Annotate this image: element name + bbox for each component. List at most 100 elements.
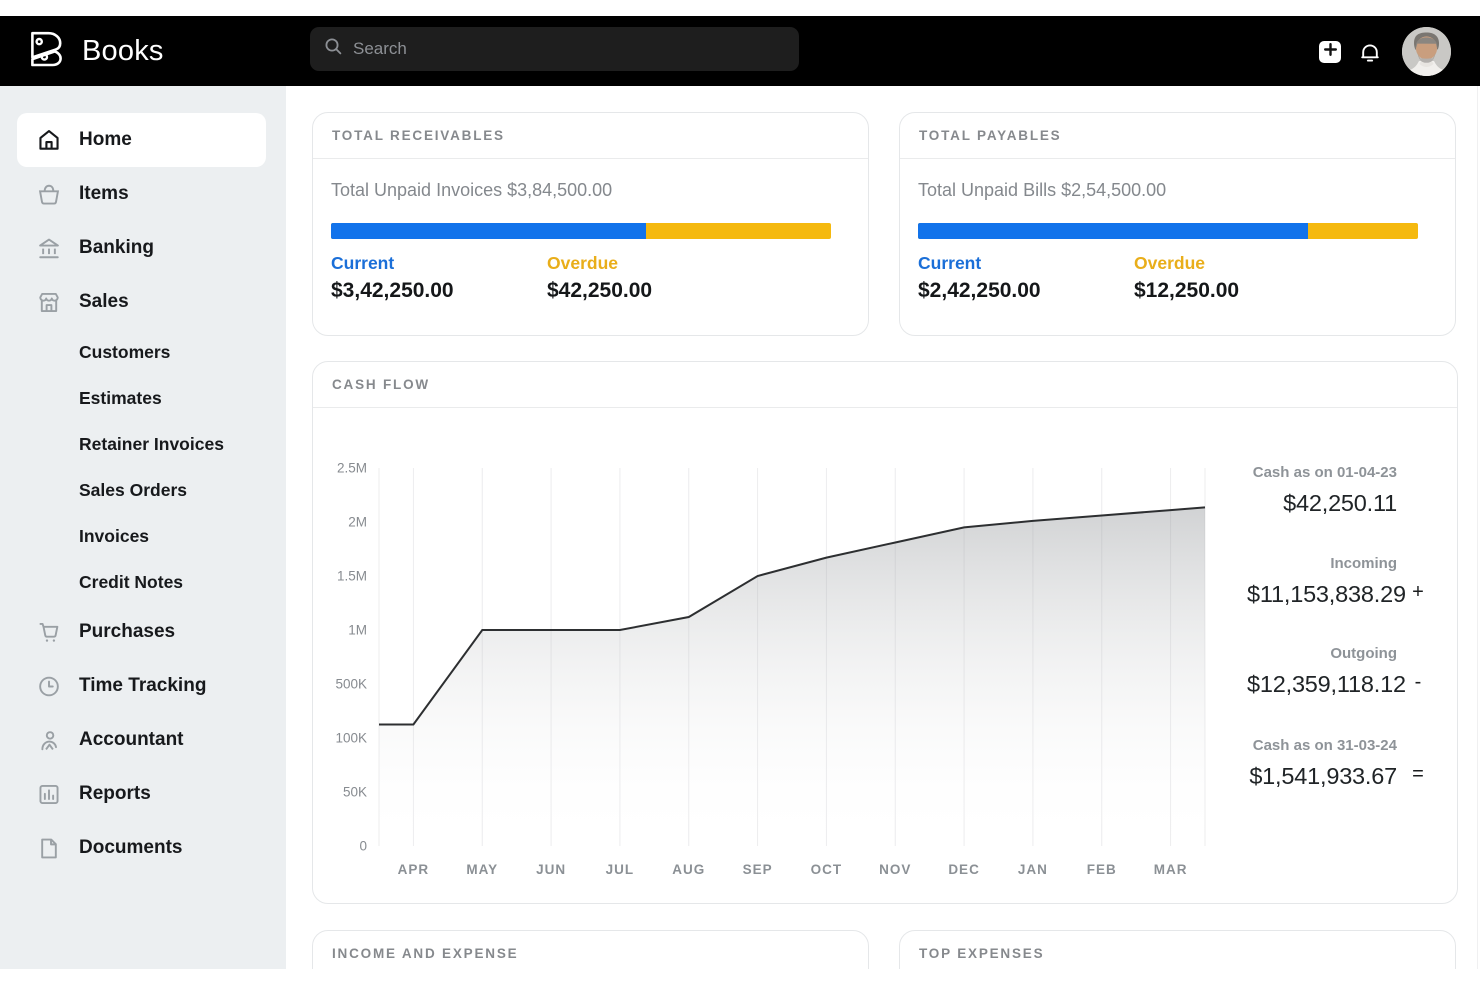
sidebar-item-reports[interactable]: Reports bbox=[0, 767, 286, 821]
summary-value: $12,359,118.12 bbox=[1247, 671, 1406, 697]
right-edge-line bbox=[1477, 86, 1478, 969]
chart-line bbox=[379, 506, 1206, 726]
sidebar-item-time-tracking[interactable]: Time Tracking bbox=[0, 659, 286, 713]
summary-closing-cash: Cash as on 31-03-24 $1,541,933.67 = bbox=[1247, 737, 1424, 791]
sidebar-item-label: Sales bbox=[79, 291, 129, 312]
sidebar-item-label: Reports bbox=[79, 783, 151, 804]
summary-opening-cash: Cash as on 01-04-23 $42,250.11 bbox=[1247, 464, 1397, 518]
svg-text:1M: 1M bbox=[348, 623, 367, 638]
zoho-books-logo-icon bbox=[29, 30, 66, 73]
svg-text:2M: 2M bbox=[348, 515, 367, 530]
receivables-progress-bar bbox=[331, 223, 831, 239]
sidebar-item-label: Invoices bbox=[79, 525, 150, 546]
sidebar-item-estimates[interactable]: Estimates bbox=[0, 375, 286, 421]
sidebar: Home Items bbox=[0, 86, 286, 969]
svg-text:JUL: JUL bbox=[606, 862, 635, 877]
sidebar-item-invoices[interactable]: Invoices bbox=[0, 513, 286, 559]
search-icon bbox=[324, 37, 343, 61]
svg-text:MAR: MAR bbox=[1154, 862, 1188, 877]
current-label: Current bbox=[918, 253, 982, 273]
sidebar-item-label: Retainer Invoices bbox=[79, 433, 224, 454]
chart-x-axis-labels: APR MAY JUN JUL AUG SEP OCT NOV DEC JAN FEB MAR bbox=[398, 862, 1188, 877]
svg-text:OCT: OCT bbox=[811, 862, 843, 877]
topbar: Books Search bbox=[0, 16, 1480, 86]
sidebar-item-label: Estimates bbox=[79, 387, 162, 408]
cash-flow-chart: 0 50K 100K 500K 1M 1.5M 2M 2.5M APR MAY JUN JUL AUG S… bbox=[313, 409, 1213, 904]
total-payables-card: TOTAL PAYABLES Total Unpaid Bills $2,54,… bbox=[899, 112, 1456, 336]
overdue-label: Overdue bbox=[1134, 253, 1205, 273]
svg-text:1.5M: 1.5M bbox=[337, 569, 367, 584]
svg-text:DEC: DEC bbox=[948, 862, 980, 877]
main-content: TOTAL RECEIVABLES Total Unpaid Invoices … bbox=[286, 86, 1480, 969]
plus-icon bbox=[1323, 43, 1337, 61]
receivables-overdue: Overdue $42,250.00 bbox=[547, 253, 652, 303]
cart-icon bbox=[37, 620, 61, 644]
payables-overdue: Overdue $12,250.00 bbox=[1134, 253, 1239, 303]
document-icon bbox=[37, 836, 61, 860]
card-header: CASH FLOW bbox=[313, 362, 1457, 408]
store-icon bbox=[37, 290, 61, 314]
total-unpaid-invoices: Total Unpaid Invoices $3,84,500.00 bbox=[331, 180, 613, 200]
chart-y-axis-labels: 0 50K 100K 500K 1M 1.5M 2M 2.5M bbox=[335, 461, 367, 854]
sidebar-item-customers[interactable]: Customers bbox=[0, 329, 286, 375]
summary-label: Outgoing bbox=[1330, 645, 1397, 662]
sidebar-item-sales[interactable]: Sales bbox=[0, 275, 286, 329]
svg-text:JAN: JAN bbox=[1018, 862, 1048, 877]
user-avatar[interactable] bbox=[1402, 27, 1451, 76]
svg-text:50K: 50K bbox=[343, 785, 367, 800]
svg-text:2.5M: 2.5M bbox=[337, 461, 367, 476]
card-title: INCOME AND EXPENSE bbox=[332, 946, 519, 961]
person-icon bbox=[37, 728, 61, 752]
svg-text:AUG: AUG bbox=[672, 862, 705, 877]
top-expenses-card: TOP EXPENSES bbox=[899, 930, 1456, 969]
clock-icon bbox=[37, 674, 61, 698]
svg-text:JUN: JUN bbox=[536, 862, 566, 877]
sidebar-item-items[interactable]: Items bbox=[0, 167, 286, 221]
search-input[interactable]: Search bbox=[310, 27, 799, 71]
sidebar-item-sales-orders[interactable]: Sales Orders bbox=[0, 467, 286, 513]
sidebar-item-label: Purchases bbox=[79, 621, 176, 642]
summary-value: $1,541,933.67 bbox=[1249, 763, 1397, 789]
sidebar-item-label: Banking bbox=[79, 237, 154, 258]
sidebar-item-home[interactable]: Home bbox=[0, 113, 286, 167]
total-receivables-card: TOTAL RECEIVABLES Total Unpaid Invoices … bbox=[312, 112, 869, 336]
sidebar-item-purchases[interactable]: Purchases bbox=[0, 605, 286, 659]
add-new-button[interactable] bbox=[1319, 41, 1341, 63]
current-amount: $3,42,250.00 bbox=[331, 279, 454, 302]
app-window: Books Search bbox=[0, 16, 1480, 969]
svg-text:APR: APR bbox=[398, 862, 430, 877]
total-unpaid-bills: Total Unpaid Bills $2,54,500.00 bbox=[918, 180, 1167, 200]
current-amount: $2,42,250.00 bbox=[918, 279, 1041, 302]
svg-text:100K: 100K bbox=[335, 731, 367, 746]
home-icon bbox=[37, 128, 61, 152]
card-header: INCOME AND EXPENSE bbox=[313, 931, 868, 969]
card-title: TOTAL RECEIVABLES bbox=[332, 128, 505, 143]
svg-text:FEB: FEB bbox=[1087, 862, 1117, 877]
card-header: TOTAL RECEIVABLES bbox=[313, 113, 868, 159]
bar-chart-icon bbox=[37, 782, 61, 806]
payables-current: Current $2,42,250.00 bbox=[918, 253, 1041, 303]
card-title: TOTAL PAYABLES bbox=[919, 128, 1062, 143]
sidebar-item-accountant[interactable]: Accountant bbox=[0, 713, 286, 767]
notifications-button[interactable] bbox=[1359, 42, 1381, 64]
receivables-current-fill bbox=[331, 223, 646, 239]
sidebar-item-label: Items bbox=[79, 183, 129, 204]
sidebar-item-label: Time Tracking bbox=[79, 675, 207, 696]
sidebar-item-documents[interactable]: Documents bbox=[0, 821, 286, 875]
card-title: CASH FLOW bbox=[332, 377, 430, 392]
sidebar-item-credit-notes[interactable]: Credit Notes bbox=[0, 559, 286, 605]
payables-current-fill bbox=[918, 223, 1308, 239]
summary-value: $42,250.11 bbox=[1283, 490, 1397, 516]
chart-area-fill bbox=[379, 507, 1205, 846]
card-header: TOP EXPENSES bbox=[900, 931, 1455, 969]
cash-flow-summary: Cash as on 01-04-23 $42,250.11 Incoming … bbox=[1247, 409, 1424, 904]
bell-icon bbox=[1359, 43, 1381, 68]
sidebar-item-retainer-invoices[interactable]: Retainer Invoices bbox=[0, 421, 286, 467]
sidebar-item-label: Accountant bbox=[79, 729, 184, 750]
sidebar-item-banking[interactable]: Banking bbox=[0, 221, 286, 275]
brand: Books bbox=[29, 16, 164, 86]
card-title: TOP EXPENSES bbox=[919, 946, 1045, 961]
sidebar-nav: Home Items bbox=[0, 113, 286, 875]
sidebar-item-label: Sales Orders bbox=[79, 479, 187, 500]
